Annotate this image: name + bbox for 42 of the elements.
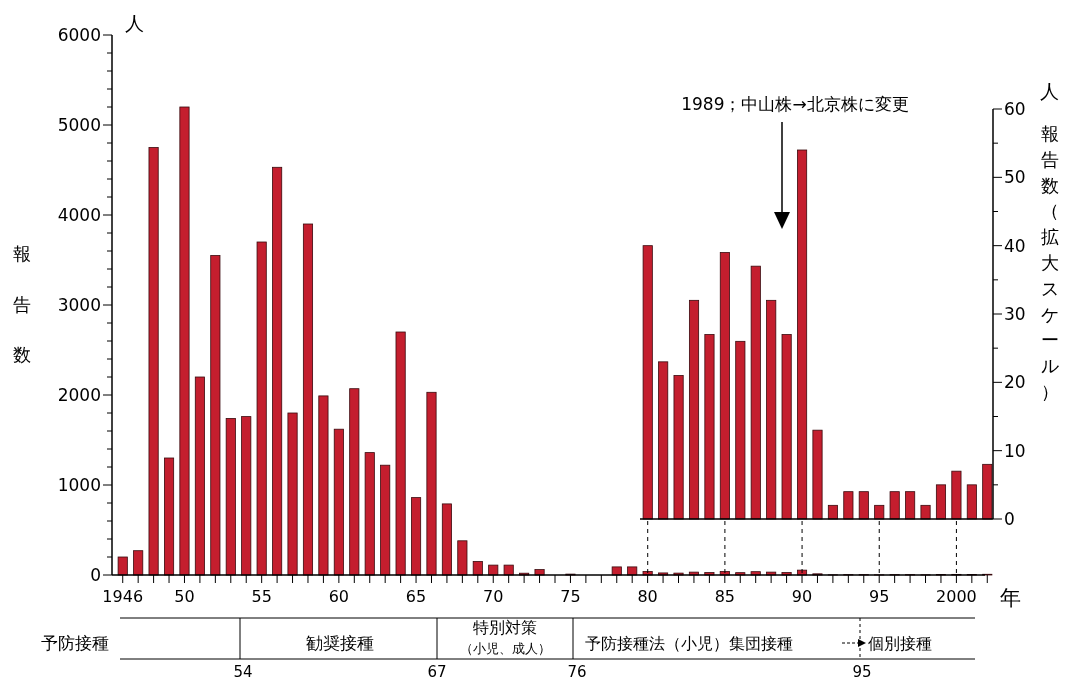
text: 予防接種法（小児）集団接種 (585, 634, 793, 653)
text: 個別接種 (868, 634, 932, 653)
text: 人 (1040, 80, 1059, 102)
y-tick-label: 60 (1004, 98, 1026, 119)
y-tick-label: 3000 (57, 294, 101, 315)
y-tick-label: 6000 (57, 24, 101, 45)
y-tick-label: 5000 (57, 114, 101, 135)
text: 95 (852, 663, 872, 681)
y-tick-label: 4000 (57, 204, 101, 225)
x-tick-label: 65 (405, 587, 427, 606)
text: 54 (233, 663, 253, 681)
y-tick-label: 40 (1004, 235, 1026, 256)
x-tick-label: 85 (714, 587, 735, 606)
x-tick-label: 60 (328, 587, 350, 606)
y-tick-label: 0 (1004, 508, 1015, 529)
text: 特別対策 (473, 618, 537, 637)
text: 予防接種 (41, 633, 109, 653)
y-tick-label: 20 (1004, 372, 1026, 393)
text: 76 (567, 663, 587, 681)
text: 67 (427, 663, 447, 681)
x-tick-label: 80 (637, 587, 658, 606)
x-tick-label: 70 (483, 587, 504, 606)
x-axis-title: 年 (1000, 586, 1021, 610)
y-tick-label: 50 (1004, 167, 1026, 188)
text: 報告数 (13, 243, 31, 365)
text: 人 (125, 12, 144, 34)
x-tick-label: 55 (251, 587, 272, 606)
text: （小児、成人） (459, 641, 551, 656)
y-tick-label: 1000 (57, 474, 101, 495)
x-tick-label: 2000 (936, 587, 977, 606)
x-tick-label: 95 (869, 587, 890, 606)
y-tick-label: 0 (90, 564, 101, 585)
x-tick-label: 90 (791, 587, 813, 606)
y-tick-label: 2000 (57, 384, 101, 405)
x-tick-label: 75 (560, 587, 581, 606)
y-tick-label: 10 (1004, 440, 1026, 461)
text: 報告数（拡大スケール） (1041, 123, 1059, 402)
x-tick-label: 50 (174, 587, 195, 606)
text: 勧奨接種 (306, 633, 374, 653)
x-tick-label: 1946 (102, 587, 144, 606)
y-tick-label: 30 (1004, 303, 1026, 324)
annotation: 1989；中山株→北京株に変更 (681, 94, 909, 114)
